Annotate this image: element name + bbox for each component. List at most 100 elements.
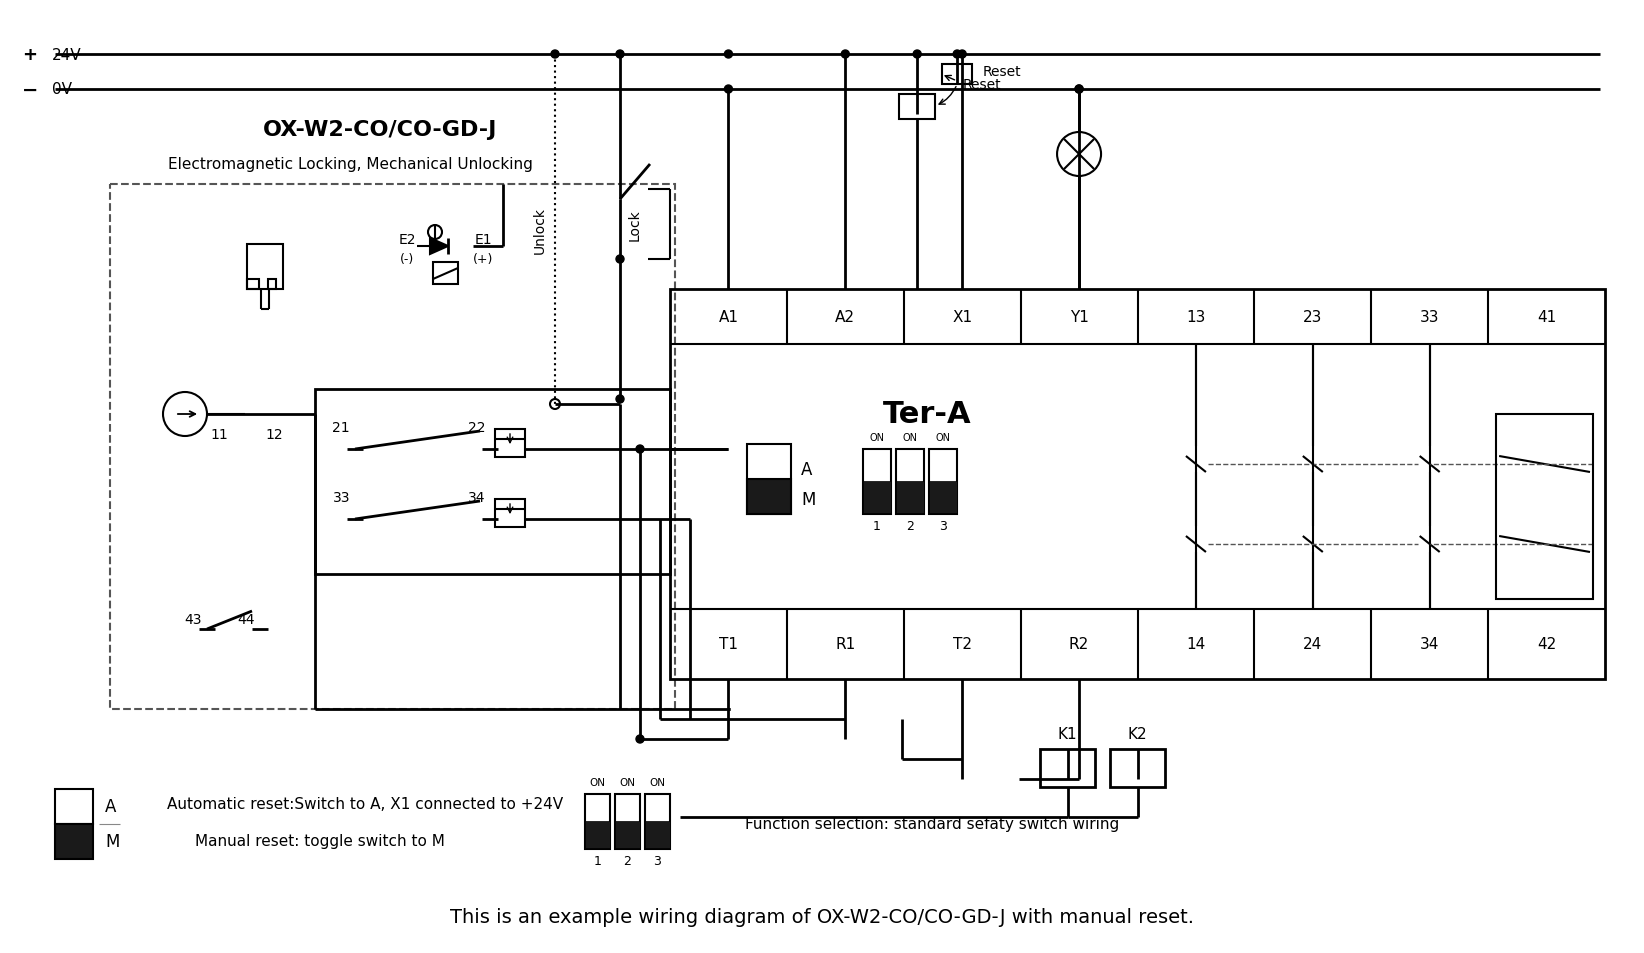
Text: 11: 11 <box>210 428 229 441</box>
Text: ON: ON <box>620 778 636 787</box>
Text: 3: 3 <box>939 520 947 533</box>
Text: A1: A1 <box>718 310 738 325</box>
Bar <box>585 821 610 848</box>
Text: 34: 34 <box>1420 637 1440 652</box>
Bar <box>644 821 671 848</box>
Bar <box>899 95 935 120</box>
Bar <box>1110 749 1166 787</box>
Text: Automatic reset:Switch to A, X1 connected to +24V: Automatic reset:Switch to A, X1 connecte… <box>168 797 562 812</box>
Text: E2: E2 <box>398 233 416 247</box>
Text: A2: A2 <box>835 310 855 325</box>
Text: 33: 33 <box>332 491 350 504</box>
Text: Reset: Reset <box>962 78 1001 91</box>
Text: 21: 21 <box>332 420 350 435</box>
Text: A: A <box>801 460 812 478</box>
Circle shape <box>1075 86 1083 94</box>
Text: 13: 13 <box>1187 310 1205 325</box>
Bar <box>671 290 1605 679</box>
Circle shape <box>636 446 644 454</box>
Bar <box>54 789 94 824</box>
Circle shape <box>954 51 962 59</box>
Text: ON: ON <box>935 433 950 442</box>
Text: 43: 43 <box>184 613 202 626</box>
Text: Y1: Y1 <box>1070 310 1088 325</box>
Text: Ter-A: Ter-A <box>883 400 972 429</box>
Text: Reset: Reset <box>981 65 1021 79</box>
Bar <box>863 481 891 514</box>
Circle shape <box>616 395 625 403</box>
Text: 3: 3 <box>654 855 661 867</box>
Text: ON: ON <box>870 433 884 442</box>
Bar <box>929 450 957 515</box>
Bar <box>247 245 283 290</box>
Text: Function selection: standard sefaty switch wiring: Function selection: standard sefaty swit… <box>745 817 1120 832</box>
Bar <box>1496 415 1593 599</box>
Bar <box>942 65 972 85</box>
Text: A: A <box>105 797 117 815</box>
Bar <box>1041 749 1095 787</box>
Text: ON: ON <box>903 433 917 442</box>
Circle shape <box>616 255 625 264</box>
Bar <box>929 481 957 514</box>
Text: 2: 2 <box>623 855 631 867</box>
Text: 24: 24 <box>1304 637 1322 652</box>
Text: 41: 41 <box>1537 310 1557 325</box>
Bar <box>615 821 640 848</box>
Circle shape <box>842 51 850 59</box>
Text: Unlock: Unlock <box>533 206 547 253</box>
Bar <box>748 479 791 515</box>
Text: X1: X1 <box>952 310 972 325</box>
Text: 42: 42 <box>1537 637 1557 652</box>
Circle shape <box>725 51 733 59</box>
Circle shape <box>1075 86 1083 94</box>
Bar <box>896 450 924 515</box>
Text: 23: 23 <box>1304 310 1322 325</box>
Text: ON: ON <box>590 778 605 787</box>
Bar <box>615 794 640 849</box>
Text: 1: 1 <box>593 855 602 867</box>
Bar <box>54 824 94 859</box>
Text: Manual reset: toggle switch to M: Manual reset: toggle switch to M <box>196 834 446 848</box>
Circle shape <box>616 51 625 59</box>
Polygon shape <box>431 239 449 254</box>
Bar <box>495 430 524 457</box>
Bar <box>110 185 676 709</box>
Bar <box>748 444 791 515</box>
Bar <box>432 263 459 285</box>
Circle shape <box>636 735 644 743</box>
Bar <box>863 450 891 515</box>
Bar <box>644 794 671 849</box>
Text: 34: 34 <box>467 491 485 504</box>
Text: 33: 33 <box>1420 310 1440 325</box>
Text: 1: 1 <box>873 520 881 533</box>
Text: This is an example wiring diagram of OX-W2-CO/CO-GD-J with manual reset.: This is an example wiring diagram of OX-… <box>450 907 1194 926</box>
Text: Electromagnetic Locking, Mechanical Unlocking: Electromagnetic Locking, Mechanical Unlo… <box>168 157 533 172</box>
Text: OX-W2-CO/CO-GD-J: OX-W2-CO/CO-GD-J <box>263 120 496 140</box>
Circle shape <box>725 86 733 94</box>
Circle shape <box>958 51 967 59</box>
Circle shape <box>551 51 559 59</box>
Text: (-): (-) <box>399 253 414 266</box>
Text: ON: ON <box>649 778 666 787</box>
Bar <box>585 794 610 849</box>
Text: 44: 44 <box>237 613 255 626</box>
Bar <box>896 481 924 514</box>
Text: M: M <box>105 832 120 850</box>
Circle shape <box>912 51 921 59</box>
Text: T2: T2 <box>952 637 972 652</box>
Text: −: − <box>21 80 38 99</box>
Text: (+): (+) <box>473 253 493 266</box>
Text: R2: R2 <box>1069 637 1090 652</box>
Text: 12: 12 <box>265 428 283 441</box>
Text: K2: K2 <box>1128 727 1148 741</box>
Text: K1: K1 <box>1057 727 1077 741</box>
Text: 14: 14 <box>1187 637 1205 652</box>
Text: 0V: 0V <box>53 82 72 97</box>
Text: 24V: 24V <box>53 48 82 63</box>
Text: 22: 22 <box>467 420 485 435</box>
Text: T1: T1 <box>718 637 738 652</box>
Bar <box>247 280 260 290</box>
Text: +: + <box>23 46 38 64</box>
Text: E1: E1 <box>473 233 492 247</box>
Text: 2: 2 <box>906 520 914 533</box>
